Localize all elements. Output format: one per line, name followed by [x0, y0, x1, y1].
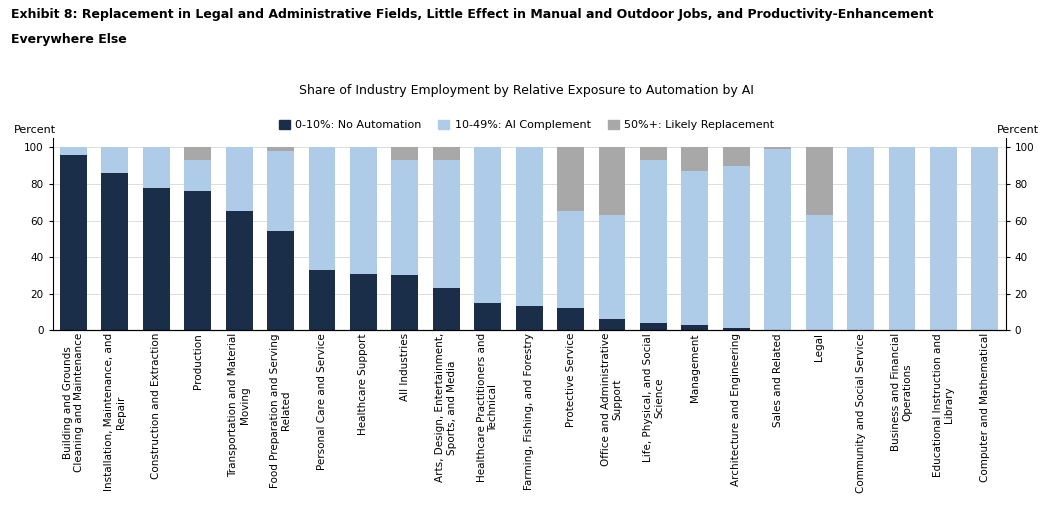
Legend: 0-10%: No Automation, 10-49%: AI Complement, 50%+: Likely Replacement: 0-10%: No Automation, 10-49%: AI Complem…	[274, 116, 779, 135]
Bar	[516, 147, 542, 307]
Bar	[350, 147, 377, 273]
Bar	[309, 147, 336, 270]
Bar	[640, 160, 667, 323]
Bar	[640, 147, 667, 160]
Bar	[392, 160, 418, 275]
Bar	[474, 303, 501, 330]
Bar	[722, 147, 750, 166]
Bar	[143, 147, 170, 187]
Bar	[598, 215, 625, 319]
Bar	[681, 171, 709, 325]
Bar	[889, 147, 915, 330]
Bar	[806, 147, 833, 215]
Text: Percent: Percent	[14, 125, 56, 136]
Bar	[350, 273, 377, 330]
Bar	[433, 288, 460, 330]
Bar	[143, 187, 170, 330]
Bar	[267, 151, 294, 231]
Bar	[474, 147, 501, 303]
Bar	[184, 160, 212, 191]
Bar	[433, 160, 460, 288]
Bar	[557, 211, 584, 308]
Bar	[722, 328, 750, 330]
Bar	[60, 147, 86, 155]
Bar	[60, 155, 86, 330]
Bar	[764, 147, 791, 149]
Bar	[225, 147, 253, 211]
Text: Everywhere Else: Everywhere Else	[11, 33, 126, 46]
Bar	[309, 270, 336, 330]
Bar	[392, 275, 418, 330]
Bar	[101, 173, 128, 330]
Bar	[516, 307, 542, 330]
Bar	[806, 215, 833, 330]
Bar	[930, 147, 957, 330]
Bar	[598, 147, 625, 215]
Bar	[267, 231, 294, 330]
Text: Share of Industry Employment by Relative Exposure to Automation by AI: Share of Industry Employment by Relative…	[299, 84, 754, 97]
Bar	[101, 147, 128, 173]
Bar	[267, 147, 294, 151]
Text: Exhibit 8: Replacement in Legal and Administrative Fields, Little Effect in Manu: Exhibit 8: Replacement in Legal and Admi…	[11, 8, 933, 20]
Bar	[557, 147, 584, 211]
Bar	[225, 211, 253, 330]
Bar	[681, 325, 709, 330]
Bar	[764, 149, 791, 330]
Bar	[557, 308, 584, 330]
Bar	[433, 147, 460, 160]
Bar	[598, 319, 625, 330]
Text: Percent: Percent	[997, 125, 1039, 136]
Bar	[972, 147, 998, 330]
Bar	[681, 147, 709, 171]
Bar	[184, 191, 212, 330]
Bar	[392, 147, 418, 160]
Bar	[722, 166, 750, 328]
Bar	[184, 147, 212, 160]
Bar	[640, 323, 667, 330]
Bar	[847, 147, 874, 330]
